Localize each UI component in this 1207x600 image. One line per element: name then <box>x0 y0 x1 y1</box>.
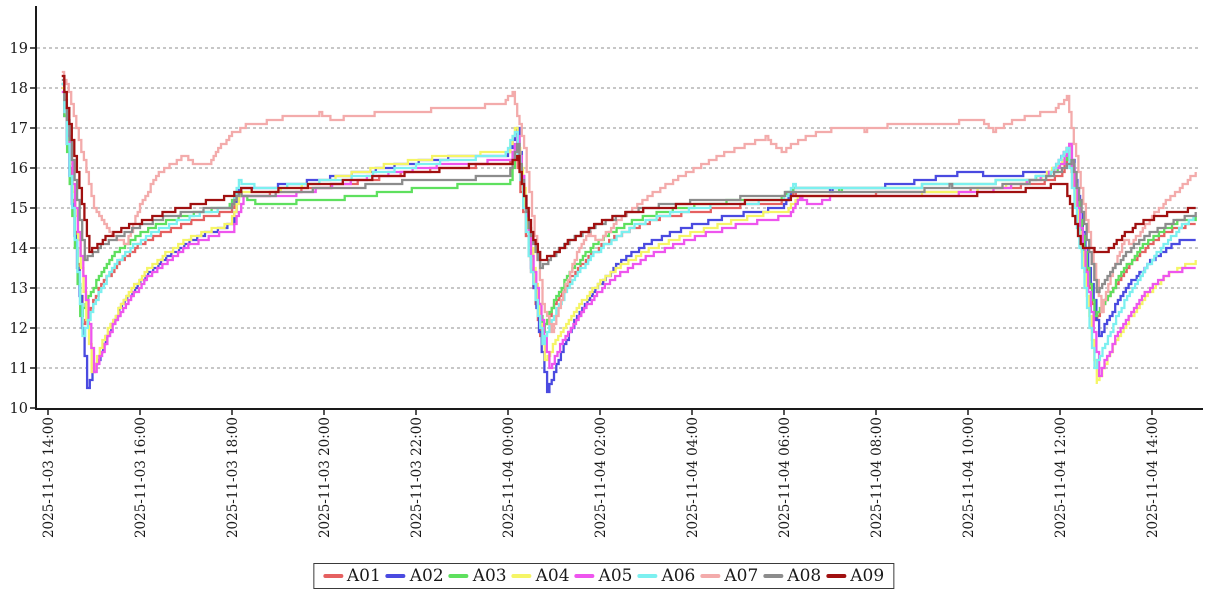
legend-item-A06: A06 <box>637 566 695 586</box>
y-tick-label: 17 <box>10 121 28 137</box>
legend-swatch-A01 <box>322 574 343 578</box>
legend-label: A09 <box>850 566 885 586</box>
legend-item-A07: A07 <box>700 566 758 586</box>
y-tick-label: 19 <box>10 41 28 57</box>
legend-label: A04 <box>535 566 570 586</box>
legend-swatch-A04 <box>511 574 532 578</box>
x-tick-label: 2025-11-04 00:00 <box>501 417 517 538</box>
y-tick-label: 13 <box>10 281 28 297</box>
legend-item-A04: A04 <box>511 566 570 586</box>
x-tick-label: 2025-11-04 06:00 <box>777 417 793 538</box>
y-tick-label: 11 <box>10 361 28 377</box>
legend-swatch-A03 <box>448 574 469 578</box>
legend-label: A03 <box>472 566 507 586</box>
legend-label: A08 <box>787 566 822 586</box>
legend-label: A05 <box>598 566 633 586</box>
x-tick-label: 2025-11-03 22:00 <box>409 417 425 538</box>
legend-item-A03: A03 <box>448 566 507 586</box>
legend-item-A05: A05 <box>574 566 633 586</box>
legend-item-A02: A02 <box>385 566 444 586</box>
legend-swatch-A07 <box>700 574 721 578</box>
y-tick-label: 16 <box>10 161 28 177</box>
legend-item-A08: A08 <box>763 566 821 586</box>
legend: A01 A02 A03 A04 A05 A06 A07 A08 A09 <box>312 563 895 589</box>
legend-label: A01 <box>346 566 381 586</box>
x-tick-label: 2025-11-04 10:00 <box>961 417 977 538</box>
x-tick-label: 2025-11-03 14:00 <box>41 417 57 538</box>
series-line-A06 <box>61 82 1196 370</box>
x-tick-label: 2025-11-03 18:00 <box>225 417 241 538</box>
legend-label: A07 <box>724 566 759 586</box>
legend-swatch-A08 <box>763 574 784 578</box>
legend-label: A02 <box>409 566 444 586</box>
y-tick-label: 14 <box>10 241 28 257</box>
series-line-A05 <box>61 90 1196 378</box>
legend-item-A09: A09 <box>826 566 884 586</box>
legend-swatch-A05 <box>574 574 595 578</box>
x-tick-label: 2025-11-04 04:00 <box>685 417 701 538</box>
legend-swatch-A09 <box>826 574 847 578</box>
series-line-A09 <box>61 74 1196 262</box>
legend-swatch-A06 <box>637 574 658 578</box>
legend-swatch-A02 <box>385 574 406 578</box>
series-line-A02 <box>61 82 1196 394</box>
y-tick-label: 10 <box>10 401 28 417</box>
x-tick-label: 2025-11-04 02:00 <box>593 417 609 538</box>
legend-label: A06 <box>661 566 696 586</box>
x-tick-label: 2025-11-04 08:00 <box>869 417 885 538</box>
y-tick-label: 12 <box>10 321 28 337</box>
legend-item-A01: A01 <box>322 566 381 586</box>
y-tick-label: 18 <box>10 81 28 97</box>
x-tick-label: 2025-11-03 20:00 <box>317 417 333 538</box>
x-tick-label: 2025-11-03 16:00 <box>133 417 149 538</box>
y-tick-label: 15 <box>10 201 28 217</box>
x-tick-label: 2025-11-04 14:00 <box>1145 417 1161 538</box>
x-tick-label: 2025-11-04 12:00 <box>1053 417 1069 538</box>
series-line-A08 <box>61 78 1197 294</box>
